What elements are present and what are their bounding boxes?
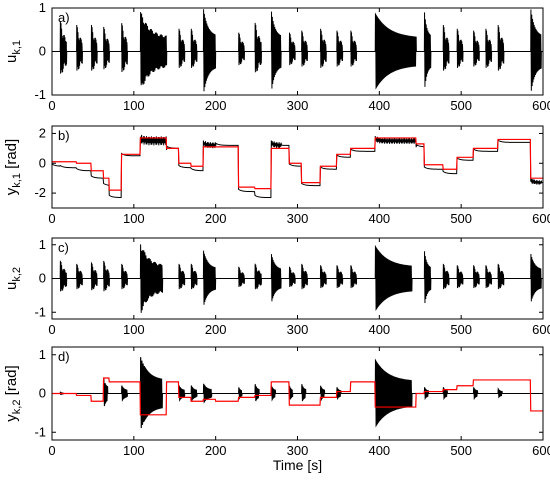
series-line-1 [52, 137, 543, 191]
y-axis-label: yk,2 [rad] [3, 365, 23, 421]
x-tick-label: 500 [450, 322, 472, 337]
panel-label: b) [58, 128, 70, 143]
y-axis-label-sub: k,2 [11, 267, 23, 282]
plot-frame [51, 237, 544, 320]
panel-label: c) [58, 240, 69, 255]
x-tick-label: 400 [368, 211, 390, 226]
y-axis-label-main: u [3, 282, 20, 290]
x-tick-label: 500 [450, 211, 472, 226]
plot-frame [51, 7, 544, 96]
y-tick-label: 1 [39, 347, 46, 362]
y-tick-label: 2 [39, 125, 46, 140]
x-tick-label: 100 [123, 211, 145, 226]
y-axis-label: uk,1 [3, 40, 23, 63]
x-tick-label: 300 [287, 322, 309, 337]
y-axis-label-unit: [rad] [3, 139, 20, 173]
x-tick-label: 100 [123, 443, 145, 458]
x-tick-label: 0 [48, 322, 55, 337]
y-axis-label: uk,2 [3, 267, 23, 290]
y-tick-label: 0 [39, 155, 46, 170]
panel-label: d) [58, 349, 70, 364]
x-tick-label: 500 [450, 443, 472, 458]
x-tick-label: 400 [368, 322, 390, 337]
y-tick-label: -1 [34, 87, 46, 102]
plot-area [52, 9, 543, 92]
x-axis-label: Time [s] [273, 457, 322, 473]
x-tick-label: 200 [205, 443, 227, 458]
x-tick-label: 600 [532, 322, 550, 337]
panel-label: a) [58, 10, 70, 25]
y-tick-label: 1 [39, 0, 46, 15]
x-tick-label: 0 [48, 211, 55, 226]
y-axis-label: yk,1 [rad] [3, 139, 23, 195]
plot-area [52, 244, 543, 313]
y-tick-label: -1 [34, 304, 46, 319]
series-line-0 [52, 134, 543, 199]
x-tick-label: 100 [123, 98, 145, 113]
plot-frame [51, 346, 544, 441]
y-tick-label: 0 [39, 386, 46, 401]
plot-area [52, 357, 543, 429]
series-line-1 [52, 377, 543, 416]
y-axis-label-main: y [3, 187, 20, 195]
plot-background [52, 126, 543, 208]
plot-frame [51, 125, 544, 209]
x-tick-label: 0 [48, 98, 55, 113]
x-tick-label: 600 [532, 98, 550, 113]
y-axis-label-main: y [3, 414, 20, 422]
x-tick-label: 600 [532, 443, 550, 458]
y-tick-label: 0 [39, 44, 46, 59]
y-axis-label-sub: k,2 [11, 400, 23, 415]
plot-area [52, 134, 543, 199]
x-tick-label: 200 [205, 322, 227, 337]
x-tick-label: 0 [48, 443, 55, 458]
y-axis-label-sub: k,1 [11, 173, 23, 188]
x-tick-label: 300 [287, 211, 309, 226]
series-line-0 [52, 9, 543, 92]
x-tick-label: 300 [287, 443, 309, 458]
x-tick-label: 300 [287, 98, 309, 113]
y-axis-label-sub: k,1 [11, 40, 23, 55]
x-tick-label: 400 [368, 443, 390, 458]
y-axis-label-unit: [rad] [3, 365, 20, 399]
x-tick-label: 200 [205, 98, 227, 113]
x-tick-label: 400 [368, 98, 390, 113]
y-axis-label-main: u [3, 55, 20, 63]
x-tick-label: 100 [123, 322, 145, 337]
series-line-0 [52, 244, 543, 313]
series-line-0 [52, 357, 543, 429]
y-tick-label: 0 [39, 271, 46, 286]
y-tick-label: -1 [34, 424, 46, 439]
x-tick-label: 500 [450, 98, 472, 113]
x-tick-label: 200 [205, 211, 227, 226]
y-tick-label: -2 [34, 185, 46, 200]
x-tick-label: 600 [532, 211, 550, 226]
y-tick-label: 1 [39, 237, 46, 252]
